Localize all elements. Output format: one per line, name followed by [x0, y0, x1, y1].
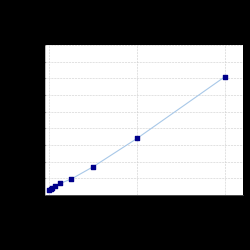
Point	[91, 165, 95, 169]
X-axis label: Human CLEC18A
Concentration (ng/ml): Human CLEC18A Concentration (ng/ml)	[109, 206, 178, 217]
Point	[50, 186, 54, 190]
Point	[49, 187, 53, 191]
Point	[53, 184, 57, 188]
Point	[58, 181, 62, 185]
Point	[135, 136, 139, 140]
Point	[69, 177, 73, 181]
Point	[48, 188, 52, 192]
Y-axis label: OD: OD	[24, 115, 29, 125]
Point	[223, 75, 227, 79]
